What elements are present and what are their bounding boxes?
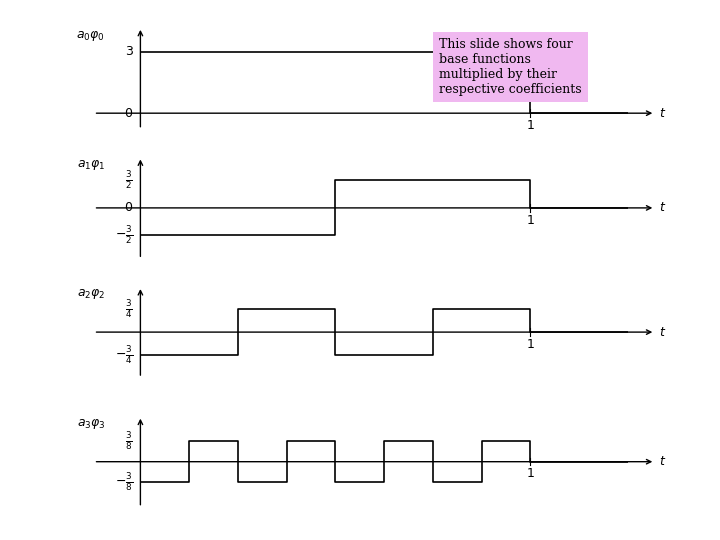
Text: t: t <box>659 201 664 214</box>
Text: $a_1\varphi_1$: $a_1\varphi_1$ <box>77 158 105 172</box>
Text: This slide shows four
base functions
multiplied by their
respective coefficients: This slide shows four base functions mul… <box>439 38 582 96</box>
Text: $\frac{3}{2}$: $\frac{3}{2}$ <box>125 170 132 191</box>
Text: $\frac{3}{8}$: $\frac{3}{8}$ <box>125 430 132 453</box>
Text: 3: 3 <box>125 45 132 58</box>
Text: t: t <box>659 326 664 339</box>
Text: 1: 1 <box>526 338 534 350</box>
Text: $\frac{3}{4}$: $\frac{3}{4}$ <box>125 298 132 320</box>
Text: $a_0\varphi_0$: $a_0\varphi_0$ <box>76 29 105 43</box>
Text: $-\frac{3}{4}$: $-\frac{3}{4}$ <box>114 344 132 366</box>
Text: $-\frac{3}{2}$: $-\frac{3}{2}$ <box>114 225 132 246</box>
Text: 0: 0 <box>125 107 132 120</box>
Text: t: t <box>659 107 664 120</box>
Text: 1: 1 <box>526 119 534 132</box>
Text: 1: 1 <box>526 467 534 480</box>
Text: t: t <box>659 455 664 468</box>
Text: $a_2\varphi_2$: $a_2\varphi_2$ <box>77 287 105 301</box>
Text: 1: 1 <box>526 214 534 227</box>
Text: $-\frac{3}{8}$: $-\frac{3}{8}$ <box>114 471 132 493</box>
Text: $a_3\varphi_3$: $a_3\varphi_3$ <box>76 417 105 431</box>
Text: 0: 0 <box>125 201 132 214</box>
